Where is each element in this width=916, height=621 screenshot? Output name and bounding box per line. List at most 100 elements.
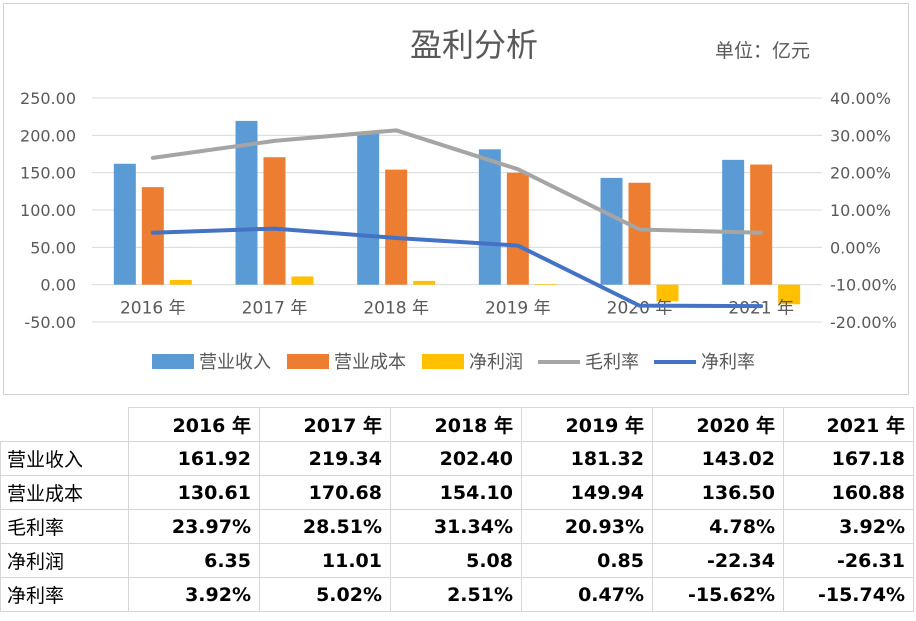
bar-营业收入 (357, 133, 380, 285)
legend: 营业收入 营业成本 净利润 毛利率 净利率 (152, 352, 755, 373)
legend-swatch (287, 354, 329, 369)
bar-营业成本 (506, 172, 529, 285)
table-cell: 20.93% (521, 509, 653, 544)
table-cell: 6.35 (128, 543, 260, 578)
row-label: 净利率 (0, 577, 129, 612)
x-tick-label: 2018 年 (363, 299, 429, 319)
table-cell: 149.94 (521, 475, 653, 510)
legend-label: 毛利率 (585, 352, 639, 373)
y-right-tick-label: 30.00% (830, 126, 891, 145)
table-cell: -15.62% (652, 577, 784, 612)
bar-营业收入 (235, 120, 258, 285)
y-left-tick-label: 100.00 (20, 201, 76, 220)
col-header-2019: 2019 年 (521, 407, 653, 442)
table-row: 营业收入 161.92 219.34 202.40 181.32 143.02 … (0, 441, 914, 476)
bar-营业成本 (750, 164, 773, 285)
table-cell: 11.01 (259, 543, 391, 578)
row-label: 毛利率 (0, 509, 129, 544)
table-row: 营业成本 130.61 170.68 154.10 149.94 136.50 … (0, 475, 914, 510)
bar-营业成本 (628, 182, 651, 285)
table-row: 净利润 6.35 11.01 5.08 0.85 -22.34 -26.31 (0, 543, 914, 578)
y-right-tick-label: 20.00% (830, 164, 891, 183)
line-毛利率 (150, 128, 764, 235)
y-left-tick-label: 200.00 (20, 126, 76, 145)
table-cell: 160.88 (783, 475, 914, 510)
unit-label: 单位：亿元 (715, 40, 810, 62)
bar-营业收入 (113, 163, 136, 285)
chart-frame: 盈利分析 单位：亿元 2016 年 2017 年 2018 年 2019 年 2020 … (3, 3, 909, 395)
bar-净利润 (656, 284, 679, 302)
x-tick-label: 2019 年 (485, 299, 551, 319)
table-cell: 181.32 (521, 441, 653, 476)
y-right-tick-label: -10.00% (830, 276, 897, 295)
bar-营业收入 (600, 177, 623, 285)
line-净利率 (150, 226, 764, 309)
bar-营业收入 (722, 159, 745, 285)
y-left-tick-label: -50.00 (24, 313, 76, 332)
bar-净利润 (169, 279, 192, 285)
table-cell: 5.02% (259, 577, 391, 612)
bar-净利润 (413, 280, 436, 285)
table-cell: -22.34 (652, 543, 784, 578)
col-header-2018: 2018 年 (390, 407, 522, 442)
legend-label: 营业成本 (334, 352, 406, 373)
table-cell: 0.85 (521, 543, 653, 578)
table-corner (0, 407, 129, 442)
y-axis-labels: 250.00 200.00 150.00 100.00 50.00 0.00 -50.00 4… (20, 89, 897, 332)
table-cell: 3.92% (128, 577, 260, 612)
bar-营业成本 (385, 169, 408, 285)
table-cell: 136.50 (652, 475, 784, 510)
x-tick-label: 2016 年 (120, 299, 186, 319)
table-cell: 0.47% (521, 577, 653, 612)
bar-净利润 (291, 276, 314, 285)
table-cell: 23.97% (128, 509, 260, 544)
table-cell: 154.10 (390, 475, 522, 510)
table-cell: 202.40 (390, 441, 522, 476)
gridlines (92, 97, 822, 323)
table-cell: 130.61 (128, 475, 260, 510)
y-left-tick-label: 150.00 (20, 164, 76, 183)
profit-analysis-chart: 盈利分析 单位：亿元 2016 年 2017 年 2018 年 2019 年 2020 … (20, 26, 897, 373)
table-cell: 2.51% (390, 577, 522, 612)
bar-营业收入 (478, 149, 501, 285)
row-label: 净利润 (0, 543, 129, 578)
col-header-2021: 2021 年 (783, 407, 914, 442)
col-header-2017: 2017 年 (259, 407, 391, 442)
bar-营业成本 (141, 187, 164, 285)
legend-swatch (152, 354, 194, 369)
table-cell: 31.34% (390, 509, 522, 544)
legend-swatch (422, 354, 464, 369)
table-cell: 4.78% (652, 509, 784, 544)
y-right-tick-label: 0.00% (830, 238, 881, 257)
table-cell: 170.68 (259, 475, 391, 510)
y-right-tick-label: 10.00% (830, 201, 891, 220)
table-cell: -26.31 (783, 543, 914, 578)
table-cell: 5.08 (390, 543, 522, 578)
table-row: 毛利率 23.97% 28.51% 31.34% 20.93% 4.78% 3.… (0, 509, 914, 544)
table-row: 净利率 3.92% 5.02% 2.51% 0.47% -15.62% -15.… (0, 577, 914, 612)
y-right-tick-label: -20.00% (830, 313, 897, 332)
x-tick-label: 2020 年 (607, 299, 673, 319)
lines (150, 128, 764, 309)
y-left-tick-label: 250.00 (20, 89, 76, 108)
col-header-2016: 2016 年 (128, 407, 260, 442)
table-cell: 167.18 (783, 441, 914, 476)
bar-营业成本 (263, 157, 286, 285)
row-label: 营业收入 (0, 441, 129, 476)
col-header-2020: 2020 年 (652, 407, 784, 442)
table-header-row: 2016 年 2017 年 2018 年 2019 年 2020 年 2021 … (0, 407, 914, 442)
bar-净利润 (778, 284, 801, 305)
bar-净利润 (534, 284, 557, 285)
legend-label: 净利率 (701, 352, 755, 373)
table-cell: 28.51% (259, 509, 391, 544)
table-cell: 219.34 (259, 441, 391, 476)
x-tick-label: 2021 年 (728, 299, 794, 319)
row-label: 营业成本 (0, 475, 129, 510)
table-cell: 161.92 (128, 441, 260, 476)
x-axis-labels: 2016 年 2017 年 2018 年 2019 年 2020 年 2021 年 (120, 299, 794, 319)
table-cell: 3.92% (783, 509, 914, 544)
legend-label: 净利润 (469, 352, 523, 373)
table-cell: 143.02 (652, 441, 784, 476)
data-table: 2016 年 2017 年 2018 年 2019 年 2020 年 2021 … (0, 407, 914, 612)
chart-title: 盈利分析 (410, 26, 538, 64)
